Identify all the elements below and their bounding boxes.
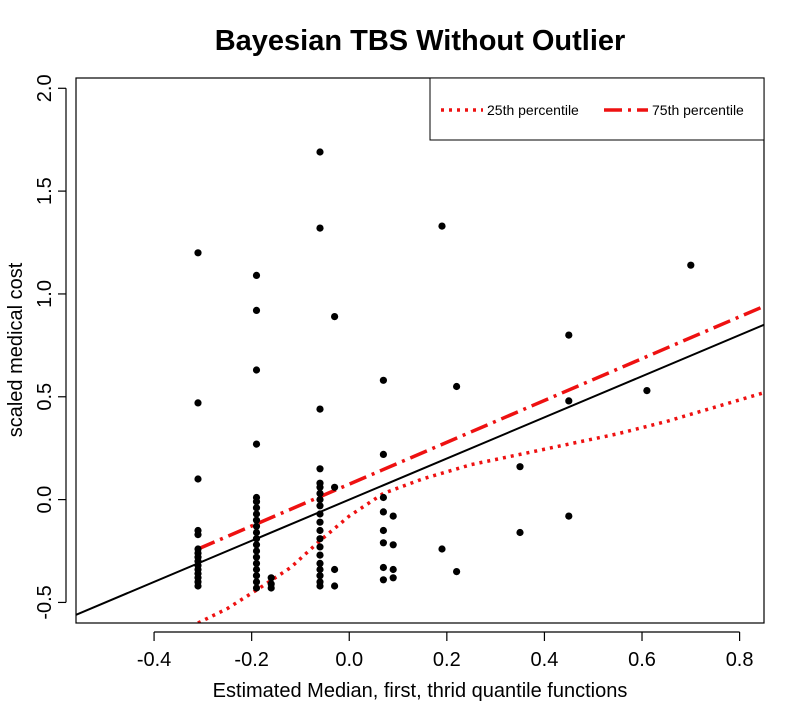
data-point <box>316 502 324 510</box>
x-tick-label: 0.8 <box>726 649 754 671</box>
data-point <box>565 331 573 339</box>
data-point <box>331 313 339 321</box>
data-point <box>316 526 324 535</box>
data-point <box>438 545 446 553</box>
data-point <box>316 489 324 497</box>
data-point <box>252 559 261 568</box>
data-point <box>316 565 324 574</box>
data-point <box>194 475 202 483</box>
data-point <box>252 541 261 549</box>
data-point <box>453 382 461 391</box>
chart-title: Bayesian TBS Without Outlier <box>215 25 626 57</box>
data-point <box>252 516 261 524</box>
data-point <box>316 543 324 551</box>
x-tick-label: -0.4 <box>137 649 171 671</box>
x-tick-label: -0.2 <box>234 649 268 671</box>
data-point <box>252 553 261 561</box>
data-point <box>453 568 461 576</box>
y-tick-label: 1.0 <box>34 280 56 308</box>
data-point <box>379 526 387 535</box>
data-point <box>379 563 387 572</box>
data-point <box>316 582 324 590</box>
data-point <box>316 518 324 526</box>
data-point <box>194 531 202 539</box>
data-point <box>331 483 339 491</box>
data-point <box>565 397 573 405</box>
data-point <box>379 376 387 384</box>
data-point <box>389 565 397 574</box>
x-tick-label: 0.0 <box>335 649 363 671</box>
data-point <box>316 496 324 504</box>
data-point <box>316 559 324 568</box>
y-tick-label: 2.0 <box>34 74 56 102</box>
series-line-75th-percentile <box>197 304 764 551</box>
data-point <box>252 504 261 512</box>
data-point <box>316 405 324 413</box>
data-points <box>194 148 695 592</box>
y-axis: -0.5 0.0 0.5 1.0 1.5 2.0 <box>34 74 67 620</box>
y-tick-label: 0.0 <box>34 486 56 514</box>
data-point <box>252 528 261 537</box>
data-point <box>252 510 261 518</box>
y-tick-label: 1.5 <box>34 177 56 205</box>
plot-frame <box>75 77 765 624</box>
data-point <box>379 539 387 547</box>
data-point <box>516 528 524 537</box>
data-point <box>252 565 261 574</box>
data-point <box>379 508 387 516</box>
data-point <box>252 522 261 530</box>
data-point <box>389 541 397 549</box>
data-point <box>643 387 651 395</box>
data-point <box>565 512 573 520</box>
data-point <box>267 574 275 582</box>
data-point <box>687 261 695 269</box>
data-point <box>379 576 387 584</box>
data-point <box>252 535 261 543</box>
series-line-median-fit <box>76 323 764 616</box>
x-tick-label: 0.4 <box>531 649 559 671</box>
y-tick-label: 0.5 <box>34 383 56 411</box>
data-point <box>316 535 324 543</box>
legend-label-25th: 25th percentile <box>487 102 579 118</box>
x-tick-label: 0.2 <box>433 649 461 671</box>
data-point <box>252 498 261 506</box>
data-point <box>252 366 261 374</box>
data-point <box>252 271 261 279</box>
data-point <box>267 584 275 592</box>
y-tick-label: -0.5 <box>34 585 56 619</box>
data-point <box>389 512 397 520</box>
data-point <box>316 572 324 580</box>
data-point <box>252 440 261 448</box>
data-point <box>331 565 339 574</box>
data-point <box>438 222 446 230</box>
x-axis: -0.4 -0.2 0.0 0.2 0.4 0.6 0.8 <box>137 631 754 671</box>
data-point <box>252 578 261 586</box>
data-point <box>194 249 202 257</box>
legend-box <box>429 77 765 141</box>
data-point <box>316 148 324 156</box>
data-point <box>331 582 339 590</box>
data-point <box>252 306 261 314</box>
data-point <box>316 465 324 473</box>
data-point <box>252 572 261 580</box>
data-point <box>389 574 397 582</box>
data-point <box>316 224 324 232</box>
x-tick-label: 0.6 <box>628 649 656 671</box>
data-point <box>516 463 524 471</box>
data-point <box>316 510 324 518</box>
legend-label-75th: 75th percentile <box>652 102 744 118</box>
y-axis-label: scaled medical cost <box>5 262 27 437</box>
data-point <box>379 493 387 502</box>
data-point <box>379 450 387 458</box>
fit-lines <box>76 304 764 623</box>
x-axis-label: Estimated Median, first, thrid quantile … <box>213 680 628 702</box>
data-point <box>194 582 202 590</box>
data-point <box>252 584 261 592</box>
legend: 25th percentile 75th percentile <box>429 77 765 141</box>
data-point <box>194 399 202 407</box>
data-point <box>252 547 261 555</box>
data-point <box>316 483 324 491</box>
data-point <box>316 551 324 559</box>
